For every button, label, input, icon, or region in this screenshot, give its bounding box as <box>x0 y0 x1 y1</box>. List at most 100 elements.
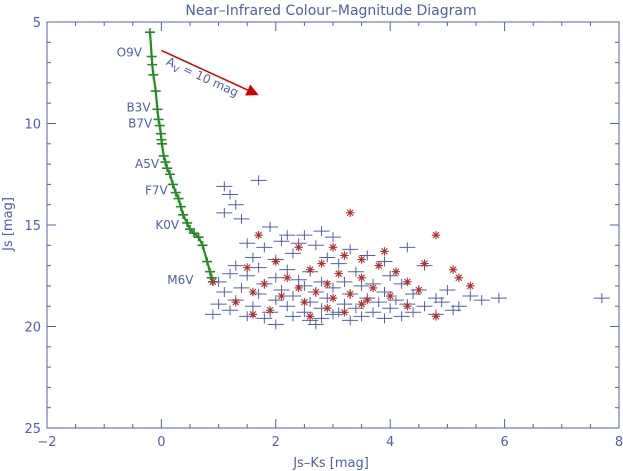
cross-point <box>376 313 393 324</box>
asterisk-point <box>340 251 349 260</box>
main-sequence-point <box>158 151 169 160</box>
cross-point <box>325 232 341 243</box>
cross-point <box>279 301 296 312</box>
plot-frame <box>46 21 620 429</box>
cross-point <box>267 319 284 330</box>
y-tick-label: 10 <box>24 118 41 133</box>
reddening-vector: AV = 10 mag <box>161 49 259 102</box>
reddening-arrow-line <box>161 49 249 91</box>
cross-point <box>216 181 233 192</box>
main-sequence-point <box>147 60 158 69</box>
main-sequence-point <box>193 233 204 242</box>
main-sequence-point <box>148 70 159 79</box>
reddening-label: AV = 10 mag <box>163 54 241 102</box>
main-sequence-point <box>182 218 193 227</box>
main-sequence-point <box>144 28 155 37</box>
y-tick-label: 20 <box>24 321 41 336</box>
main-sequence-point <box>167 180 178 189</box>
x-tick-label: 6 <box>500 435 508 450</box>
asterisk-point <box>248 310 258 319</box>
cross-point <box>353 280 370 291</box>
cross-point <box>222 268 239 279</box>
main-sequence-point <box>173 194 184 203</box>
cross-point <box>227 199 244 210</box>
main-sequence-point <box>197 241 208 250</box>
cross-point <box>216 207 233 218</box>
cross-point <box>353 311 370 322</box>
cross-point <box>244 252 261 263</box>
spectral-type-label: O9V <box>117 45 143 59</box>
cross-point <box>239 270 256 281</box>
x-tick-label: 2 <box>272 435 280 450</box>
asterisk-point <box>403 302 412 311</box>
cross-point <box>416 301 433 312</box>
main-sequence-point <box>146 52 157 61</box>
y-tick-label: 25 <box>24 422 41 437</box>
cross-point <box>347 266 364 277</box>
main-sequence-point <box>160 158 171 167</box>
asterisk-point <box>248 287 258 297</box>
cross-point <box>330 258 347 269</box>
asterisk-point <box>454 273 464 282</box>
asterisk-point <box>403 277 412 287</box>
asterisk-point <box>317 259 326 268</box>
asterisk-point <box>345 289 355 299</box>
asterisk-point <box>283 273 292 282</box>
spectral-type-label: B3V <box>126 100 151 114</box>
cross-point <box>313 313 330 324</box>
cross-point <box>256 313 273 324</box>
main-sequence-point <box>150 87 161 96</box>
asterisk-point <box>448 265 458 274</box>
asterisk-point <box>311 287 321 297</box>
cross-point <box>290 274 307 285</box>
cross-point <box>222 189 239 200</box>
asterisk-point <box>386 291 395 301</box>
main-sequence-point <box>178 210 189 219</box>
main-sequence-point <box>162 164 173 173</box>
asterisk-point <box>277 291 286 301</box>
cross-point <box>204 309 221 320</box>
asterisk-point <box>420 259 429 268</box>
cross-point <box>405 307 422 318</box>
cross-point <box>279 264 296 275</box>
asterisk-point <box>357 299 366 309</box>
main-sequence-point <box>189 229 200 238</box>
asterisk-point <box>271 257 280 266</box>
chart-title: Near–Infrared Colour–Magnitude Diagram <box>185 3 476 19</box>
asterisk-point <box>374 261 383 270</box>
cross-point <box>313 226 330 237</box>
main-sequence-point <box>185 225 195 234</box>
main-sequence-point <box>170 188 181 197</box>
asterisk-point <box>414 285 423 295</box>
cross-point <box>365 307 382 318</box>
asterisk-point <box>380 247 389 256</box>
asterisk-point <box>368 283 378 293</box>
cross-point <box>239 238 256 249</box>
asterisk-point <box>260 279 269 289</box>
data-points <box>204 175 610 330</box>
cross-point <box>490 293 507 304</box>
asterisk-point <box>391 267 401 276</box>
x-tick-label: 4 <box>386 435 394 450</box>
cross-point <box>336 276 353 287</box>
y-tick-label: 5 <box>33 16 41 31</box>
asterisk-point <box>208 277 218 287</box>
cross-point <box>462 291 479 302</box>
asterisk-point <box>431 230 441 240</box>
cross-point <box>262 222 279 233</box>
main-sequence: O9V B3V B7V A5V F7V K0V M6V <box>117 28 218 287</box>
x-tick-label: 0 <box>157 435 165 450</box>
asterisk-point <box>328 293 338 303</box>
asterisk-point <box>363 295 372 305</box>
x-tick-label: 8 <box>615 435 623 450</box>
cross-point <box>433 297 450 308</box>
asterisk-point <box>294 243 303 252</box>
cross-point <box>222 305 239 316</box>
cross-point <box>439 284 456 295</box>
asterisk-point <box>323 304 332 313</box>
asterisk-point <box>431 312 441 321</box>
main-sequence-point <box>154 121 165 130</box>
asterisk-point <box>334 269 343 278</box>
cross-point <box>336 299 353 310</box>
